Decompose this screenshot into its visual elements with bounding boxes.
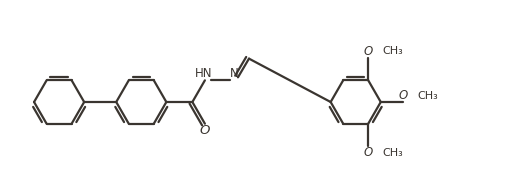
- Text: CH₃: CH₃: [417, 91, 437, 101]
- Text: HN: HN: [195, 67, 212, 80]
- Text: O: O: [363, 146, 372, 159]
- Text: O: O: [199, 124, 210, 137]
- Text: O: O: [363, 45, 372, 58]
- Text: O: O: [398, 89, 407, 102]
- Text: CH₃: CH₃: [381, 148, 402, 158]
- Text: CH₃: CH₃: [381, 46, 402, 56]
- Text: N: N: [229, 67, 238, 80]
